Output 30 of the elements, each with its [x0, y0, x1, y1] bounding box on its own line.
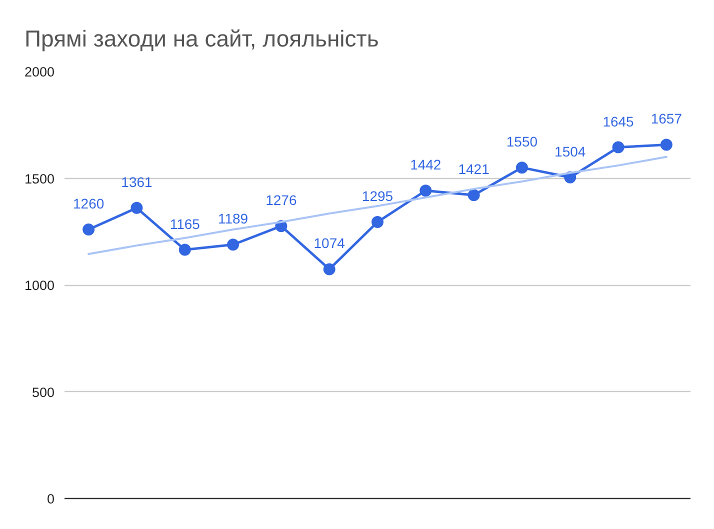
- data-label: 1260: [73, 195, 104, 212]
- data-label: 1442: [410, 156, 442, 173]
- y-tick-label: 0: [46, 492, 55, 506]
- point: [82, 224, 95, 236]
- data-label: 1504: [554, 143, 586, 160]
- data-label: 1421: [458, 161, 490, 178]
- chart-title: Прямі заходи на сайт, лояльність: [24, 26, 379, 52]
- data-label: 1165: [170, 216, 200, 232]
- point: [612, 141, 624, 154]
- y-tick-label: 500: [32, 384, 55, 400]
- data-label: 1550: [506, 134, 538, 150]
- y-tick-label: 1000: [24, 278, 55, 293]
- data-label: 1645: [602, 113, 634, 130]
- point: [130, 202, 143, 214]
- point: [468, 189, 480, 202]
- point: [372, 216, 384, 228]
- y-tick-label: 1500: [24, 171, 55, 186]
- y-tick-label: 2000: [24, 64, 55, 80]
- point: [420, 184, 432, 197]
- point: [227, 238, 240, 251]
- point: [323, 263, 336, 276]
- point: [178, 244, 191, 256]
- point: [516, 162, 528, 174]
- data-label: 1361: [121, 174, 153, 190]
- data-label: 1276: [266, 192, 297, 208]
- data-label: 1657: [650, 110, 682, 127]
- data-label: 1295: [362, 188, 394, 204]
- point: [660, 138, 672, 151]
- data-label: 1074: [314, 235, 346, 252]
- data-label: 1189: [218, 210, 248, 227]
